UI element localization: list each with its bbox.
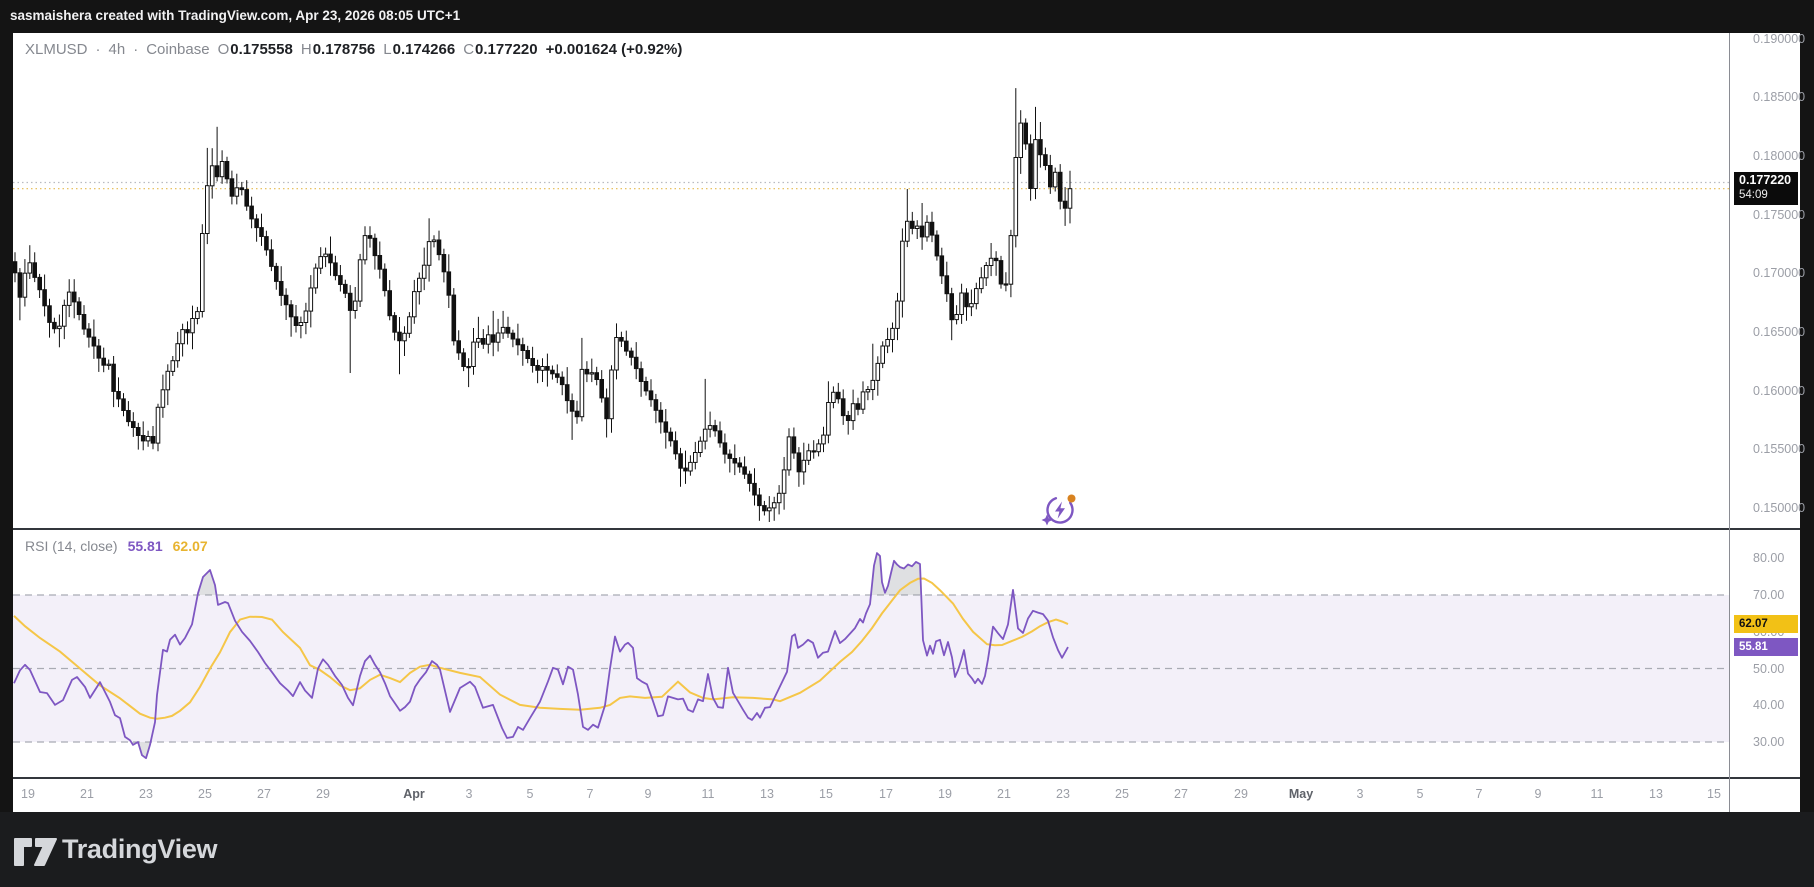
time-axis-label: 7 (1475, 787, 1483, 801)
tradingview-wordmark[interactable]: TradingView (62, 834, 218, 864)
last-price-value: 0.177220 (1739, 173, 1792, 188)
time-axis-label: 3 (465, 787, 473, 801)
time-axis-label: 19 (21, 787, 35, 801)
ohlc-open: O 0.175558 (217, 40, 293, 58)
time-axis-label: 27 (257, 787, 271, 801)
last-price-badge: 0.177220 54:09 (1734, 172, 1798, 206)
time-axis-label: 21 (997, 787, 1011, 801)
interval-label[interactable]: 4h (108, 40, 126, 58)
chart-widget: XLMUSD · 4h · Coinbase O 0.175558 H 0.1787… (13, 32, 1805, 812)
tradingview-logo-icon[interactable] (14, 837, 58, 867)
time-axis-label: 17 (879, 787, 893, 801)
price-axis-label: 0.185000 (1753, 90, 1806, 105)
symbol-name[interactable]: XLMUSD (25, 40, 88, 58)
time-axis-label: 9 (1534, 787, 1542, 801)
time-axis-label: 13 (1649, 787, 1663, 801)
price-axis-label: 0.180000 (1753, 149, 1806, 164)
ohlc-high: H 0.178756 (300, 40, 376, 58)
rsi-axis-label: 30.00 (1753, 735, 1785, 749)
time-axis-label: 27 (1174, 787, 1188, 801)
price-axis-label: 0.160000 (1753, 383, 1806, 398)
time-axis-label: 25 (1115, 787, 1129, 801)
time-axis[interactable]: 19 21 23 25 27 29 Apr 3 5 7 9 11 13 15 17 19 21 23 25 27 29 M… (13, 778, 1729, 812)
time-axis-label: 29 (316, 787, 330, 801)
ohlc-low: L 0.174266 (383, 40, 456, 58)
sparkle-icon (1041, 514, 1053, 526)
price-axis-label: 0.165000 (1753, 325, 1806, 339)
time-axis-label: 7 (586, 787, 594, 801)
rsi-axis-label: 70.00 (1753, 588, 1785, 602)
time-axis-label: 29 (1234, 787, 1248, 801)
price-axis-label: 0.150000 (1753, 500, 1806, 515)
symbol-legend[interactable]: XLMUSD · 4h · Coinbase O 0.175558 H 0.1787… (25, 38, 682, 60)
rsi-title[interactable]: RSI (14, close) (25, 538, 118, 554)
rsi-chart[interactable] (13, 530, 1729, 777)
price-chart[interactable] (13, 33, 1729, 529)
time-axis-label: 11 (701, 787, 715, 801)
price-axis-label: 0.170000 (1753, 266, 1806, 281)
ohlc-close: C 0.177220 (463, 40, 538, 58)
rsi-axis-label: 40.00 (1753, 698, 1785, 713)
lightning-bolt-icon (1055, 501, 1065, 519)
time-axis-label: 21 (80, 787, 94, 801)
price-axis-label: 0.190000 (1753, 31, 1806, 46)
price-axis-label: 0.175000 (1753, 207, 1806, 222)
time-axis-label: 3 (1356, 787, 1364, 801)
time-axis-label: 23 (139, 787, 153, 801)
rsi-axis-label: 50.00 (1753, 661, 1785, 676)
footer-bar: TradingView (0, 812, 1814, 887)
rsi-ma-badge: 62.07 (1734, 615, 1798, 634)
rsi-legend[interactable]: RSI (14, close) 55.81 62.07 (25, 536, 208, 556)
price-axis[interactable]: 0.190000 0.185000 0.180000 0.175000 0.170000… (1729, 32, 1805, 529)
separator-dot: · (95, 40, 101, 58)
time-axis-label: 23 (1056, 787, 1070, 801)
rsi-axis-label: 80.00 (1753, 551, 1785, 566)
price-axis-label: 0.155000 (1753, 442, 1806, 457)
time-axis-label: 19 (938, 787, 952, 801)
time-axis-label: 11 (1590, 787, 1604, 801)
time-axis-label: 15 (819, 787, 833, 801)
time-axis-label: 13 (760, 787, 774, 801)
time-axis-label: May (1288, 787, 1314, 801)
attribution-bar: sasmaishera created with TradingView.com… (0, 0, 1814, 33)
time-axis-label: 9 (644, 787, 652, 801)
exchange-label: Coinbase (146, 40, 210, 58)
time-axis-label: 25 (198, 787, 212, 801)
change-value: +0.001624 (+0.92%) (545, 40, 683, 58)
time-axis-label: Apr (403, 787, 425, 801)
time-axis-label: 5 (526, 787, 534, 801)
time-axis-divider (13, 777, 1800, 779)
time-axis-label: 15 (1707, 787, 1721, 801)
rsi-ma-value: 62.07 (172, 538, 208, 554)
price-scale-border (1729, 33, 1730, 812)
pane-divider[interactable] (13, 528, 1800, 530)
attribution-text: sasmaishera created with TradingView.com… (10, 8, 461, 23)
rsi-value: 55.81 (127, 538, 163, 554)
refresh-orange-dot (1067, 494, 1076, 503)
separator-dot: · (133, 40, 139, 58)
rsi-value-badge: 55.81 (1734, 638, 1798, 657)
refresh-icon[interactable] (1040, 491, 1082, 529)
bar-countdown: 54:09 (1739, 189, 1768, 202)
time-axis-label: 5 (1416, 787, 1424, 801)
